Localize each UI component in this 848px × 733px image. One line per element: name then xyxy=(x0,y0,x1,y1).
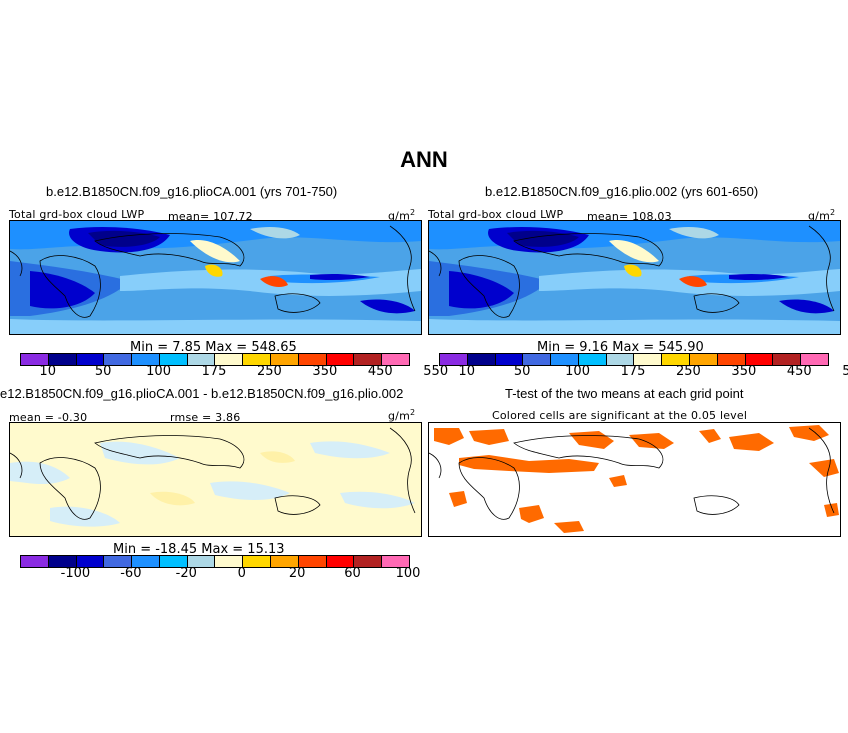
colorbar-swatch xyxy=(271,556,299,567)
diff-minmax: Min = -18.45 Max = 15.13 xyxy=(113,542,285,557)
right-mean-label: mean= 108.03 xyxy=(587,210,672,223)
colorbar-swatch xyxy=(298,556,327,567)
left-variable-label: Total grd-box cloud LWP xyxy=(9,208,145,221)
colorbar-swatch xyxy=(76,556,105,567)
colorbar-tick-label: 250 xyxy=(257,364,282,379)
colorbar-tick-label: 100 xyxy=(146,364,171,379)
colorbar-swatch xyxy=(104,556,133,567)
colorbar-swatch xyxy=(606,354,635,365)
left-lwp-map xyxy=(9,220,422,335)
right-units-label: g/m2 xyxy=(808,208,836,223)
colorbar-swatch xyxy=(76,354,105,365)
colorbar-swatch xyxy=(551,354,579,365)
colorbar-tick-label: 550 xyxy=(423,364,449,379)
colorbar-tick-label: 0 xyxy=(237,566,246,581)
diff-units-label: g/m2 xyxy=(388,408,416,423)
colorbar-swatch xyxy=(634,354,663,365)
colorbar-swatch xyxy=(215,556,244,567)
colorbar-swatch xyxy=(773,354,802,365)
colorbar-swatch xyxy=(745,354,774,365)
colorbar-swatch xyxy=(382,556,409,567)
colorbar-tick-label: 350 xyxy=(731,364,757,379)
colorbar-swatch xyxy=(48,354,77,365)
colorbar-swatch xyxy=(801,354,828,365)
colorbar-tick-label: 250 xyxy=(676,364,701,379)
diff-case-title: e12.B1850CN.f09_g16.plioCA.001 - b.e12.B… xyxy=(0,386,404,401)
right-colorbar-labels: 10 50 100 175 250 350 450 550 xyxy=(439,364,848,380)
colorbar-swatch xyxy=(440,354,468,365)
colorbar-tick-label: 175 xyxy=(620,364,646,379)
colorbar-swatch xyxy=(243,354,272,365)
colorbar-tick-label: 450 xyxy=(367,364,393,379)
colorbar-tick-label: 175 xyxy=(201,364,227,379)
colorbar-tick-label: -20 xyxy=(175,566,197,581)
colorbar-swatch xyxy=(495,354,524,365)
colorbar-swatch xyxy=(187,556,216,567)
colorbar-tick-label: 100 xyxy=(395,566,421,581)
colorbar-swatch xyxy=(467,354,496,365)
colorbar-swatch xyxy=(21,354,49,365)
diff-rmse-label: rmse = 3.86 xyxy=(170,411,241,424)
right-colorbar xyxy=(439,353,829,366)
colorbar-tick-label: 100 xyxy=(565,364,590,379)
plot-title: ANN xyxy=(400,147,448,172)
colorbar-tick-label: -100 xyxy=(60,566,91,581)
colorbar-tick-label: -60 xyxy=(120,566,142,581)
diff-colorbar-labels: -100 -60 -20 0 20 60 100 xyxy=(20,566,421,582)
diff-map xyxy=(9,422,422,537)
left-mean-label: mean= 107.72 xyxy=(168,210,253,223)
colorbar-tick-label: 350 xyxy=(312,364,338,379)
right-case-title: b.e12.B1850CN.f09_g16.plio.002 (yrs 601-… xyxy=(485,184,759,199)
colorbar-swatch xyxy=(21,556,49,567)
colorbar-swatch xyxy=(354,556,383,567)
colorbar-swatch xyxy=(159,354,188,365)
left-units-label: g/m2 xyxy=(388,208,416,223)
colorbar-swatch xyxy=(48,556,77,567)
colorbar-tick-label: 60 xyxy=(344,566,361,581)
colorbar-swatch xyxy=(523,354,552,365)
colorbar-swatch xyxy=(271,354,299,365)
colorbar-swatch xyxy=(662,354,691,365)
right-minmax: Min = 9.16 Max = 545.90 xyxy=(537,340,704,355)
colorbar-swatch xyxy=(132,354,160,365)
colorbar-tick-label: 50 xyxy=(513,364,531,379)
diff-mean-label: mean = -0.30 xyxy=(9,411,88,424)
left-colorbar-labels: 10 50 100 175 250 350 450 550 xyxy=(20,364,448,380)
colorbar-swatch xyxy=(717,354,746,365)
colorbar-tick-label: 20 xyxy=(288,566,306,581)
colorbar-tick-label: 50 xyxy=(94,364,112,379)
colorbar-tick-label: 550 xyxy=(842,364,848,379)
ttest-title: T-test of the two means at each grid poi… xyxy=(505,386,744,401)
colorbar-swatch xyxy=(354,354,383,365)
right-lwp-map xyxy=(428,220,841,335)
colorbar-swatch xyxy=(187,354,216,365)
colorbar-swatch xyxy=(326,354,355,365)
colorbar-tick-label: 10 xyxy=(39,364,56,379)
colorbar-swatch xyxy=(159,556,188,567)
colorbar-swatch xyxy=(690,354,718,365)
left-case-title: b.e12.B1850CN.f09_g16.plioCA.001 (yrs 70… xyxy=(46,184,338,199)
colorbar-swatch xyxy=(243,556,272,567)
ttest-subtitle: Colored cells are significant at the 0.0… xyxy=(492,409,748,422)
left-colorbar xyxy=(20,353,410,366)
colorbar-swatch xyxy=(104,354,133,365)
colorbar-swatch xyxy=(215,354,244,365)
colorbar-swatch xyxy=(326,556,355,567)
colorbar-tick-label: 450 xyxy=(786,364,812,379)
left-minmax: Min = 7.85 Max = 548.65 xyxy=(130,340,297,355)
right-variable-label: Total grd-box cloud LWP xyxy=(428,208,564,221)
ttest-map xyxy=(428,422,841,537)
colorbar-swatch xyxy=(298,354,327,365)
diff-colorbar xyxy=(20,555,410,568)
colorbar-tick-label: 10 xyxy=(458,364,475,379)
colorbar-swatch xyxy=(578,354,607,365)
colorbar-swatch xyxy=(382,354,409,365)
colorbar-swatch xyxy=(132,556,160,567)
